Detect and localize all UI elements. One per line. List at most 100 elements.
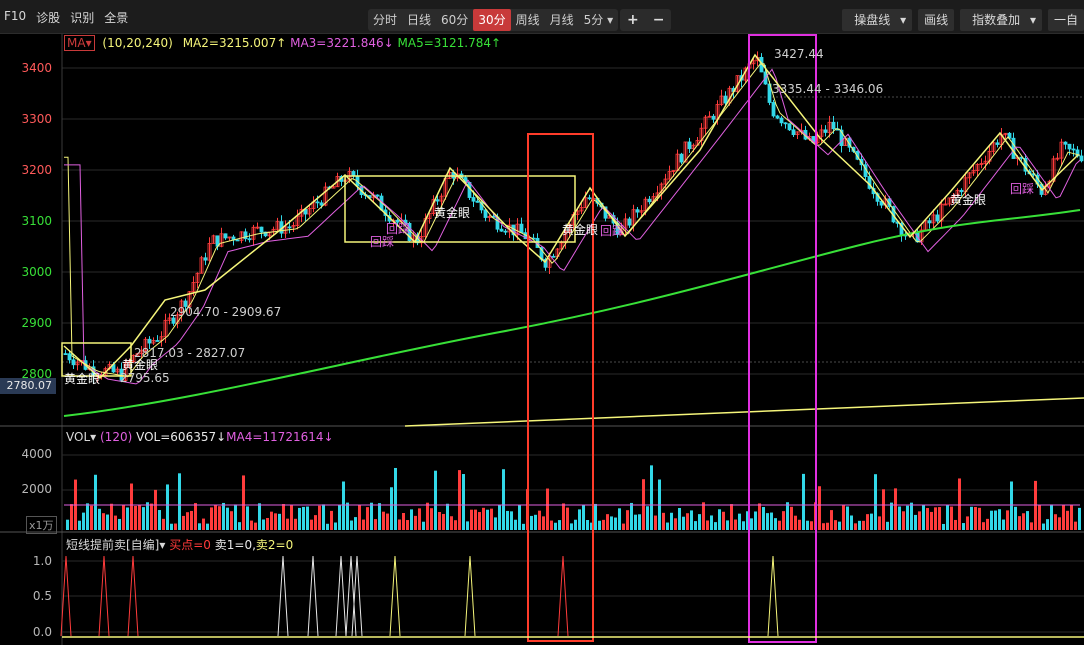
candle-body (947, 197, 952, 205)
volume-param: (120) (100, 430, 133, 444)
volume-bar (862, 520, 865, 530)
period-60min[interactable]: 60分 (441, 13, 469, 27)
candle-body (75, 361, 80, 366)
panorama-button[interactable]: 全景 (104, 11, 129, 25)
period-30min[interactable]: 30分 (473, 9, 511, 31)
candle-body (315, 201, 320, 204)
volume-legend: VOL▾ (120) VOL=606357↓MA4=11721614↓ (66, 430, 334, 444)
volume-bar (330, 510, 333, 530)
volume-bar (906, 505, 909, 530)
candlesticks (63, 51, 1084, 384)
indicator-selector[interactable]: 短线提前卖[自编]▾ (66, 538, 166, 552)
volume-bar (342, 481, 345, 530)
candle-body (679, 153, 684, 163)
candle-body (791, 129, 796, 136)
volume-bar (626, 510, 629, 530)
volume-bar (294, 518, 297, 530)
f10-button[interactable]: F10 (4, 9, 27, 23)
volume-bar (894, 488, 897, 530)
index-overlay-label: 指数叠加 (966, 13, 1027, 27)
volume-bar (722, 511, 725, 530)
candle-body (227, 236, 232, 239)
volume-bar (322, 504, 325, 530)
diagnose-button[interactable]: 诊股 (36, 11, 61, 25)
volume-bar (774, 518, 777, 530)
sell-signal-spike (335, 555, 347, 637)
volume-bar (190, 510, 193, 530)
volume-bar (370, 502, 373, 530)
candle-body (331, 186, 336, 189)
volume-bar (574, 519, 577, 530)
volume-bar (846, 506, 849, 530)
candle-body (939, 203, 944, 222)
volume-bar (810, 521, 813, 530)
volume-bar (510, 511, 513, 530)
volume-axis-label: 4000 (21, 447, 52, 461)
sell-signal-spike (127, 555, 139, 637)
volume-indicator-selector[interactable]: VOL▾ (66, 430, 97, 444)
indicator-axis-label: 1.0 (32, 554, 52, 568)
candle-body (619, 227, 624, 235)
volume-bar (874, 474, 877, 530)
chart-grid (0, 34, 1084, 645)
volume-bar (578, 509, 581, 530)
volume-bar (614, 517, 617, 530)
identify-button[interactable]: 识别 (70, 11, 95, 25)
volume-ma4: MA4=11721614↓ (226, 430, 334, 444)
volume-unit: x1万 (26, 516, 57, 534)
period-timeshare[interactable]: 分时 (373, 13, 398, 27)
volume-bar (858, 520, 861, 530)
volume-bar (586, 520, 589, 530)
volume-bar (682, 516, 685, 530)
volume-bar (926, 508, 929, 530)
candle-body (787, 123, 792, 131)
candle-body (551, 255, 556, 258)
price-axis-label: 3000 (21, 265, 52, 279)
volume-bar (426, 502, 429, 530)
volume-bar (298, 507, 301, 530)
candle-body (967, 172, 972, 179)
period-daily[interactable]: 日线 (407, 13, 432, 27)
candle-body (263, 231, 268, 237)
high-price-label: 3427.44 (774, 47, 824, 61)
candle-body (823, 129, 828, 133)
volume-bar (622, 523, 625, 530)
candle-body (575, 210, 580, 215)
candle-body (751, 60, 756, 65)
volume-bar (902, 511, 905, 530)
period-monthly[interactable]: 月线 (549, 13, 574, 27)
candle-body (151, 340, 156, 344)
ma-indicator-selector[interactable]: MA▾ (64, 35, 95, 51)
candle-body (991, 142, 996, 152)
zoom-out-button[interactable]: − (652, 12, 665, 28)
candle-body (959, 189, 964, 193)
volume-bar (1018, 516, 1021, 530)
current-price-tag: 2780.07 (0, 378, 56, 394)
price-axis-label: 2800 (21, 367, 52, 381)
index-overlay-dropdown[interactable]: 指数叠加 ▾ (960, 9, 1042, 31)
candle-body (795, 131, 800, 136)
custom-dropdown[interactable]: 一自 (1047, 9, 1084, 31)
zoom-in-button[interactable]: + (627, 12, 639, 28)
period-5min-dropdown[interactable]: 5分 ▾ (583, 13, 614, 27)
volume-bar (882, 489, 885, 530)
volume-bar (566, 507, 569, 530)
volume-bar (334, 522, 337, 530)
trading-line-dropdown[interactable]: 操盘线 ▾ (842, 9, 913, 31)
candle-body (719, 95, 724, 105)
candle-body (235, 239, 240, 242)
highlight-box-magenta (748, 34, 817, 643)
candle-body (995, 142, 1000, 145)
candle-body (635, 209, 640, 213)
candle-body (691, 144, 696, 150)
draw-line-button[interactable]: 画线 (918, 9, 955, 31)
volume-bar (802, 473, 805, 530)
volume-bar (450, 516, 453, 530)
candle-body (435, 199, 440, 202)
volume-bar (494, 517, 497, 530)
volume-bar (130, 483, 133, 530)
volume-bar (458, 470, 461, 530)
period-weekly[interactable]: 周线 (515, 13, 540, 27)
candle-body (831, 121, 836, 130)
